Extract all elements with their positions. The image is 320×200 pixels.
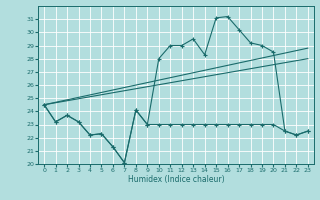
- X-axis label: Humidex (Indice chaleur): Humidex (Indice chaleur): [128, 175, 224, 184]
